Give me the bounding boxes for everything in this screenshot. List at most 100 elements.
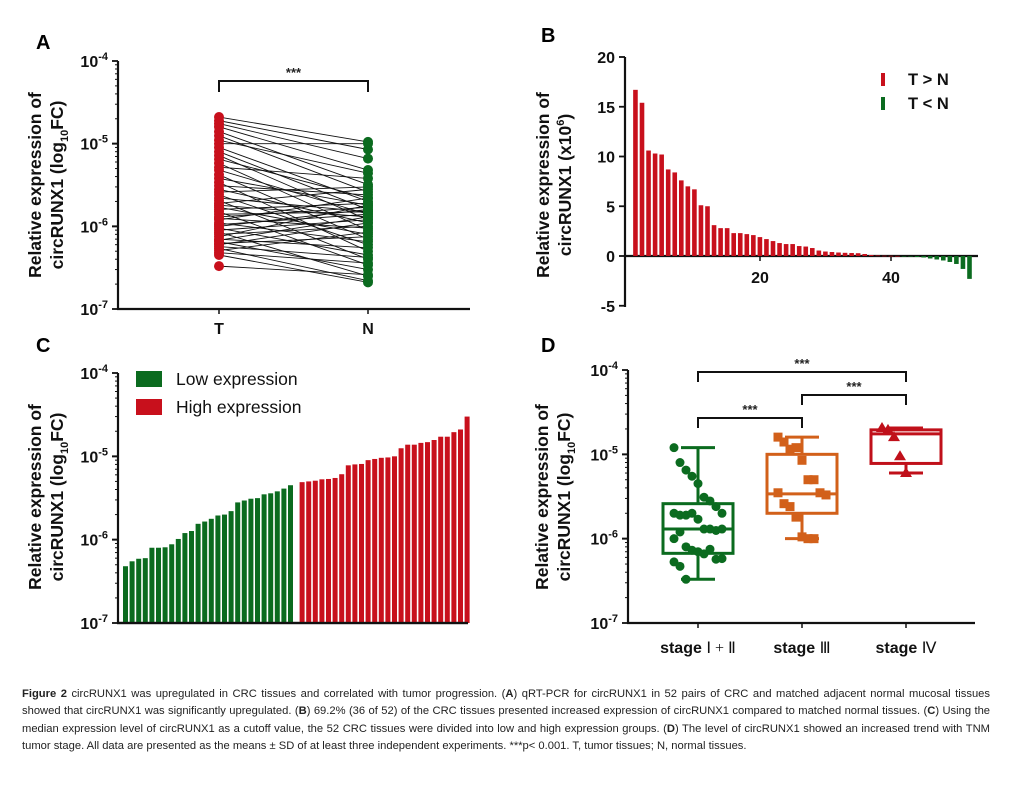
pair-line [218, 126, 369, 171]
pair-line [218, 206, 369, 218]
bar-high-expression [326, 478, 331, 623]
pair-line [218, 252, 369, 264]
box-group-2 [765, 432, 839, 544]
bar-t-less-n [947, 256, 953, 262]
bar-t-greater-n [724, 228, 730, 256]
caption-part: D [666, 722, 675, 735]
normal-point [363, 184, 373, 195]
data-point-circle [675, 527, 685, 537]
tick-exponent: -7 [98, 299, 108, 311]
figure-canvas: A B C D Relative expression of circRUNX1 … [25, 25, 978, 657]
tick-exponent: -5 [608, 444, 618, 456]
bar-t-less-n [934, 256, 940, 260]
bar-t-greater-n [816, 250, 822, 256]
stage-word: stage [773, 640, 819, 657]
bar-t-greater-n [692, 189, 697, 256]
y-tick-label: 0 [606, 249, 615, 266]
normal-point [363, 277, 373, 288]
bar-t-greater-n [823, 251, 828, 256]
y-axis-label-line1: Relative expression of [25, 404, 45, 590]
bar-t-greater-n [737, 233, 743, 256]
stage-numeral: Ⅳ [922, 640, 937, 657]
data-point-triangle [900, 467, 912, 478]
label-text: circRUNX1 (log [47, 142, 67, 269]
tick-base: 10 [80, 449, 98, 466]
pair-line [218, 188, 369, 204]
data-point-square [773, 432, 783, 442]
pair-line [218, 120, 369, 150]
bar-high-expression [332, 477, 338, 623]
bar-low-expression [175, 538, 181, 623]
bar-t-less-n [927, 256, 933, 259]
bar-low-expression [248, 498, 254, 623]
bar-t-greater-n [665, 169, 671, 256]
label-text: circRUNX1 (x10 [555, 126, 575, 257]
legend-label: Low expression [176, 369, 298, 389]
caption-part: B [298, 705, 307, 718]
label-script: 10 [566, 442, 578, 454]
bar-low-expression [261, 494, 267, 623]
bar-t-greater-n [796, 246, 802, 256]
pair-line [218, 211, 369, 266]
panel-label-b: B [541, 25, 555, 47]
pair-line [218, 265, 369, 276]
tick-base: 10 [80, 302, 98, 319]
y-tick-label: 10 [597, 150, 615, 167]
tick-base: 10 [80, 616, 98, 633]
bar-t-greater-n [711, 225, 717, 256]
data-point-circle [681, 574, 691, 584]
label-script: 10 [59, 130, 71, 142]
pair-line [218, 139, 369, 174]
bar-t-less-n [914, 256, 920, 257]
label-text: FC) [47, 413, 67, 442]
stage-numeral: Ⅲ [820, 640, 831, 657]
data-point-circle [711, 502, 721, 512]
bar-high-expression [319, 479, 325, 623]
pair-line [218, 204, 369, 218]
y-tick-label: -5 [601, 299, 615, 316]
caption-part: ) The level of circRUNX1 showed an incre… [22, 722, 990, 753]
pair-line [218, 241, 369, 271]
x-tick-label: 20 [751, 270, 769, 287]
data-point-circle [675, 458, 685, 468]
bar-t-less-n [960, 256, 966, 269]
data-point-circle [669, 443, 679, 453]
pair-line [218, 222, 369, 246]
bar-high-expression [398, 448, 404, 623]
y-axis-label-line2: circRUNX1 (x106) [555, 114, 575, 256]
bar-t-greater-n [718, 228, 723, 256]
data-point-square [803, 475, 813, 485]
bar-t-greater-n [790, 244, 795, 256]
data-point-square [773, 488, 783, 498]
bar-t-greater-n [764, 239, 769, 256]
y-tick-label: 10-7 [80, 613, 108, 633]
y-tick-label: 10-5 [80, 446, 108, 466]
pair-line [218, 151, 369, 210]
x-tick-label-n: N [362, 321, 374, 338]
stage-numeral: Ⅰ + Ⅱ [706, 640, 736, 657]
bar-t-greater-n [849, 253, 854, 256]
bar-t-less-n [908, 256, 913, 257]
bar-low-expression [149, 547, 155, 623]
y-tick-label: 10-5 [590, 444, 618, 464]
bar-t-greater-n [659, 154, 664, 256]
pair-line [218, 174, 369, 240]
tick-base: 10 [80, 137, 98, 154]
legend-label: T > N [908, 71, 949, 89]
bar-t-greater-n [875, 255, 881, 257]
caption-label: Figure 2 [22, 688, 67, 700]
tick-exponent: -4 [608, 360, 619, 372]
y-axis-label-line1: Relative expression of [533, 92, 553, 278]
bar-high-expression [352, 464, 358, 623]
bar-low-expression [142, 558, 148, 623]
data-point-square [779, 499, 789, 509]
y-tick-label: 10-7 [590, 613, 618, 633]
bar-low-expression [215, 515, 221, 623]
bar-low-expression [235, 502, 241, 623]
label-text: circRUNX1 (log [47, 454, 67, 581]
panel-label-c: C [36, 335, 50, 357]
bar-high-expression [378, 457, 384, 623]
caption-part: ) qRT-PCR for circRUNX1 in 52 pairs of C… [22, 688, 991, 718]
bar-high-expression [411, 444, 417, 623]
pair-line [218, 186, 369, 193]
